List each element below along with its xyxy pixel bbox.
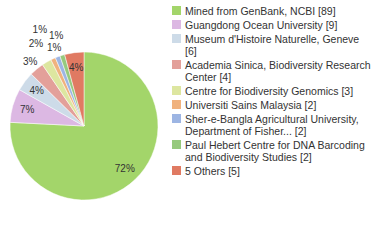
legend-swatch <box>172 114 181 123</box>
data-label: 4% <box>69 62 84 73</box>
legend-label: Mined from GenBank, NCBI [89] <box>185 5 336 17</box>
legend-swatch <box>172 20 181 29</box>
legend-label: Guangdong Ocean University [9] <box>185 19 337 31</box>
legend-swatch <box>172 6 181 15</box>
legend-label: Museum d'Histoire Naturelle, Geneve[6] <box>185 33 359 57</box>
pie-slice <box>65 52 84 126</box>
legend-label: Sher-e-Bangla Agricultural University,De… <box>185 113 359 137</box>
data-label: 1% <box>49 30 64 41</box>
data-label: 72% <box>115 163 135 174</box>
chart: 72%7%4%3%2%1%1%1%4%Mined from GenBank, N… <box>0 0 380 240</box>
legend-swatch <box>172 140 181 149</box>
data-label: 2% <box>29 38 44 49</box>
legend-swatch <box>172 100 181 109</box>
pie-slice <box>10 52 158 200</box>
legend-label: Universiti Sains Malaysia [2] <box>185 99 316 111</box>
legend-swatch <box>172 86 181 95</box>
legend-label: Academia Sinica, Biodiversity ResearchCe… <box>185 59 371 83</box>
legend: Mined from GenBank, NCBI [89] Guangdong O… <box>172 5 371 177</box>
data-label: 4% <box>29 85 44 96</box>
legend-swatch <box>172 60 181 69</box>
legend-swatch <box>172 34 181 43</box>
pie <box>10 52 158 200</box>
data-label: 1% <box>33 24 48 35</box>
data-label: 1% <box>47 42 62 53</box>
data-label: 3% <box>23 56 38 67</box>
legend-label: 5 Others [5] <box>185 165 240 177</box>
data-label: 7% <box>20 104 35 115</box>
legend-label: Paul Hebert Centre for DNA Barcodingand … <box>185 139 365 163</box>
legend-label: Centre for Biodiversity Genomics [3] <box>185 85 353 97</box>
legend-swatch <box>172 166 181 175</box>
